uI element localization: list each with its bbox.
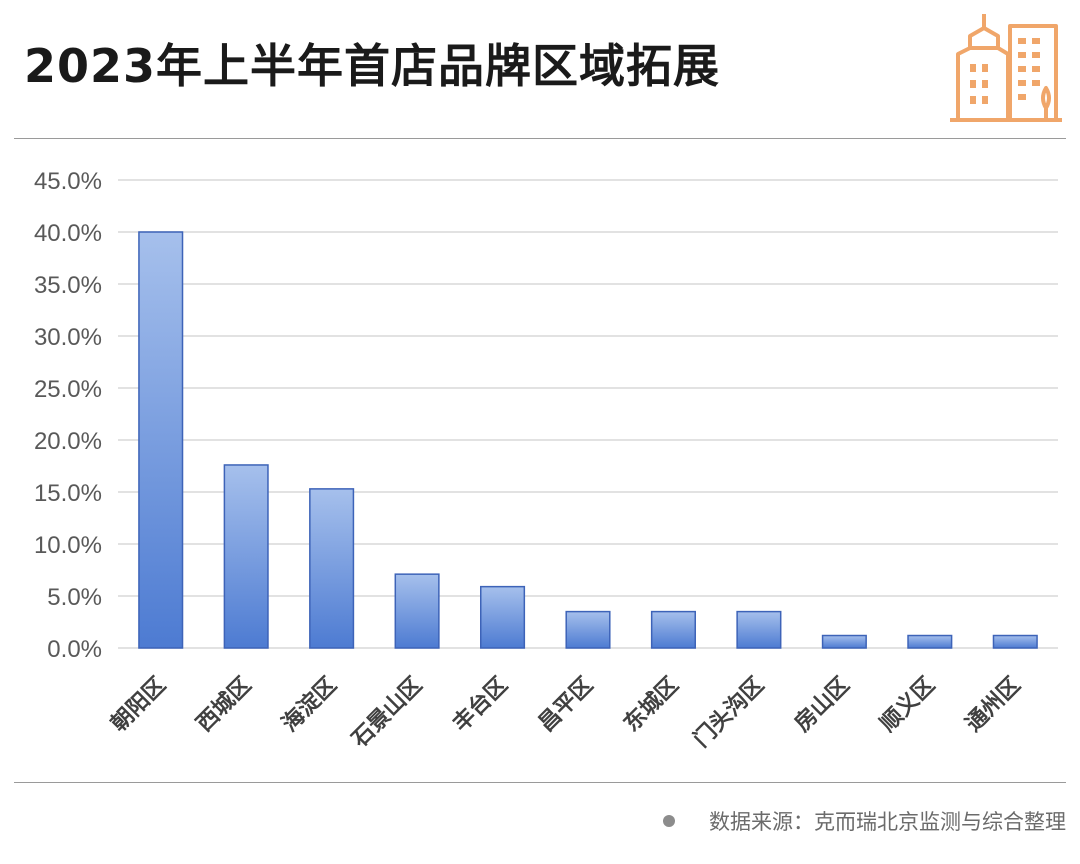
gridlines <box>118 179 1058 649</box>
source-text: 数据来源：克而瑞北京监测与综合整理 <box>709 810 1066 834</box>
y-tick-label: 45.0% <box>34 168 102 195</box>
bar-2 <box>223 464 269 649</box>
bar-6 <box>565 610 611 649</box>
chart-title: 2023年上半年首店品牌区域拓展 <box>24 39 721 93</box>
x-tick-label: 通州区 <box>961 673 1025 737</box>
y-tick-label: 10.0% <box>34 532 102 559</box>
bar-3 <box>309 488 355 649</box>
y-tick-label: 5.0% <box>47 584 102 611</box>
bar-10 <box>907 634 953 649</box>
y-tick-label: 40.0% <box>34 220 102 247</box>
x-tick-label: 房山区 <box>790 672 855 737</box>
top-divider <box>14 138 1066 139</box>
y-tick-label: 20.0% <box>34 428 102 455</box>
bar-8 <box>736 610 782 649</box>
bar-11 <box>992 634 1038 649</box>
y-tick-label: 25.0% <box>34 376 102 403</box>
header: 2023年上半年首店品牌区域拓展 <box>0 0 1080 138</box>
bar-9 <box>821 634 867 649</box>
y-tick-label: 35.0% <box>34 272 102 299</box>
x-tick-label: 昌平区 <box>534 673 598 737</box>
x-tick-label: 门头沟区 <box>689 672 770 753</box>
bar-7 <box>650 610 696 649</box>
x-axis-labels: 朝阳区 西城区 海淀区 石景山区 丰台区 昌平区 东城区 门头沟区 房山区 顺义区 通州区 <box>106 672 1026 753</box>
x-tick-label: 顺义区 <box>876 673 940 737</box>
bar-5 <box>480 585 526 649</box>
city-buildings-icon <box>950 14 1062 122</box>
bar-1 <box>138 231 184 649</box>
x-tick-label: 石景山区 <box>347 673 428 754</box>
bar-4 <box>394 573 440 649</box>
y-tick-label: 15.0% <box>34 480 102 507</box>
x-tick-label: 海淀区 <box>277 672 342 737</box>
y-tick-label: 30.0% <box>34 324 102 351</box>
x-tick-label: 西城区 <box>191 672 256 737</box>
y-tick-label: 0.0% <box>47 636 102 663</box>
bar-chart: 0.0% 5.0% 10.0% 15.0% 20.0% 25.0% 30.0% 35.0% 40… <box>34 168 1058 753</box>
bars <box>138 231 1038 649</box>
dot-icon <box>663 815 675 827</box>
x-tick-label: 朝阳区 <box>106 672 171 737</box>
x-tick-label: 丰台区 <box>448 672 513 737</box>
x-tick-label: 东城区 <box>619 672 684 737</box>
source-note: 数据来源：克而瑞北京监测与综合整理 <box>663 806 1066 836</box>
bottom-divider <box>14 782 1066 783</box>
y-axis-ticks: 0.0% 5.0% 10.0% 15.0% 20.0% 25.0% 30.0% 35.0% 40… <box>34 168 102 663</box>
